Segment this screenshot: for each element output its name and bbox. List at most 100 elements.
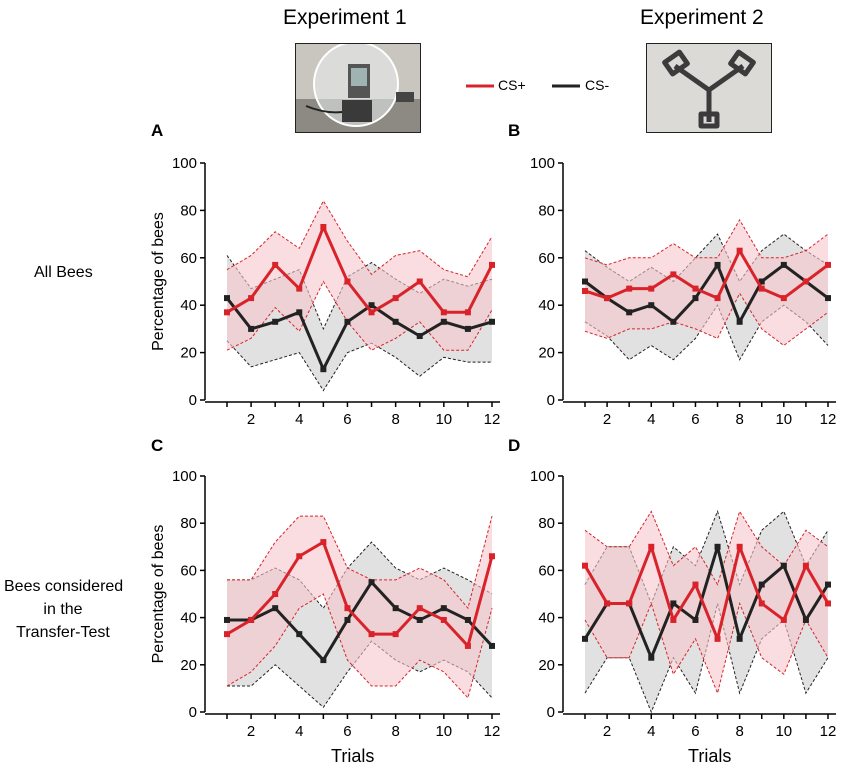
- panel-c-cs-minus-point: [489, 642, 495, 649]
- panel-a-cs-plus-line: [226, 225, 494, 314]
- legend-cs-minus-label: CS-: [585, 77, 610, 93]
- panel-a-cs-plus-point: [272, 261, 279, 268]
- panel-b-cs-plus-point: [692, 285, 699, 292]
- panel-d-x-tick-label: 12: [820, 723, 837, 740]
- panel-b-cs-plus-point: [780, 295, 787, 302]
- panel-letter-a: A: [151, 121, 164, 140]
- panel-c-cs-plus-point: [392, 631, 399, 638]
- panel-d-x-tick-label: 2: [603, 723, 611, 740]
- panel-d-x-tick-label: 4: [647, 723, 655, 740]
- panel-c-cs-plus-line: [226, 540, 494, 648]
- panel-b-y-tick-label: 100: [530, 155, 555, 172]
- panel-a-cs-plus-band-lower: [226, 280, 493, 351]
- panel-b-x-tick-label: 8: [735, 411, 743, 428]
- panel-c-cs-minus-point: [368, 579, 375, 586]
- panel-b-x-tick-label: 6: [691, 411, 699, 428]
- panel-a-cs-plus-point: [344, 278, 351, 285]
- panel-b-cs-plus-band-upper: [584, 218, 829, 266]
- panel-d-y-tick-label: 0: [547, 704, 555, 721]
- panel-a-cs-minus-point: [440, 318, 447, 325]
- x-axis-label-panel-c: Trials: [331, 746, 375, 766]
- panel-a-cs-plus-band-upper: [226, 199, 493, 278]
- panel-a-y-axis-label: Percentage of bees: [150, 212, 167, 351]
- panel-d-cs-minus-point: [714, 543, 721, 550]
- panel-c-cs-plus-point: [489, 553, 495, 560]
- panel-d-cs-minus-point: [780, 562, 787, 569]
- panel-a-cs-plus-band: [227, 200, 492, 351]
- panel-d-y-tick-label: 40: [538, 610, 555, 627]
- panel-c-cs-minus-point: [440, 605, 447, 612]
- experiment-2-photo: [646, 43, 772, 133]
- panel-a-cs-plus-point: [248, 295, 255, 302]
- panel-b-cs-plus-point: [714, 295, 721, 302]
- panel-d-cs-plus-point: [736, 543, 743, 550]
- row-label-transfer-line-2: in the: [43, 601, 83, 618]
- panel-a-cs-plus-point: [368, 309, 375, 316]
- panel-d-cs-plus-point: [648, 543, 655, 550]
- panel-b-cs-plus-point: [670, 271, 677, 278]
- experiment-2-title: Experiment 2: [640, 6, 764, 29]
- panel-d-cs-minus-point: [648, 654, 655, 661]
- panel-d-cs-plus-point: [802, 562, 809, 569]
- panel-c-x-tick-label: 12: [484, 723, 501, 740]
- panel-a-y-tick-label: 20: [180, 345, 197, 362]
- panel-b-cs-plus-point: [758, 285, 765, 292]
- panel-a-cs-minus-point: [344, 318, 351, 325]
- panel-c-cs-plus-point: [440, 616, 447, 623]
- panel-b-cs-plus-line: [584, 249, 829, 300]
- panel-a-x-tick-label: 6: [343, 411, 351, 428]
- panel-d-y-tick-label: 60: [538, 562, 555, 579]
- panel-b-y-tick-label: 0: [547, 392, 555, 409]
- panel-c-cs-minus-point: [344, 616, 351, 623]
- panel-c-cs-plus-band-upper: [227, 515, 493, 610]
- panel-a-cs-minus-point: [416, 333, 423, 340]
- panel-d-cs-minus-point: [825, 581, 831, 588]
- panel-d-x-tick-label: 10: [775, 723, 792, 740]
- panel-b-cs-minus-band-upper: [584, 233, 829, 283]
- panel-d-y-tick-label: 80: [538, 515, 555, 532]
- panel-a-cs-plus-point: [440, 309, 447, 316]
- panel-c-y-tick-label: 40: [180, 610, 197, 627]
- panel-letter-b: B: [508, 121, 521, 140]
- panel-c-cs-minus-point: [392, 605, 399, 612]
- panel-b-cs-minus-point: [648, 302, 655, 309]
- panel-a-x-tick-label: 2: [247, 411, 255, 428]
- panel-d-cs-plus-band: [585, 511, 828, 694]
- panel-c-cs-plus-point: [248, 616, 255, 623]
- panel-b-x-tick-label: 12: [820, 411, 837, 428]
- panel-a-cs-minus-band-lower: [226, 340, 492, 392]
- panel-d-cs-plus-point: [692, 581, 699, 588]
- row-label-transfer-line-3: Transfer-Test: [16, 624, 110, 641]
- panel-b-y-tick-label: 20: [538, 345, 555, 362]
- legend-cs-plus-label: CS+: [498, 77, 526, 93]
- panel-b-cs-minus-point: [670, 318, 677, 325]
- panel-b-cs-plus-point: [604, 295, 611, 302]
- panel-d-cs-plus-point: [825, 600, 831, 607]
- experiment-1-apparatus-illustration: [296, 44, 420, 132]
- panel-d-y-tick-label: 100: [530, 468, 555, 485]
- panel-d-cs-minus-point: [736, 635, 743, 642]
- panel-a-cs-plus-point: [320, 223, 327, 230]
- panel-c-cs-minus-line: [227, 580, 494, 662]
- x-axis-label-panel-d: Trials: [688, 746, 732, 766]
- panel-c-cs-plus-point: [272, 591, 279, 597]
- panel-b-cs-minus-point: [736, 318, 743, 325]
- panel-b-cs-minus-line: [584, 263, 829, 324]
- panel-a-cs-minus-point: [272, 318, 279, 325]
- panel-a-y-tick-label: 80: [180, 202, 197, 219]
- panel-b-cs-plus-point: [626, 285, 633, 292]
- panel-c-y-tick-label: 80: [180, 515, 197, 532]
- panel-d-cs-minus-point: [758, 581, 765, 588]
- panel-c-cs-plus-band: [227, 516, 492, 698]
- panel-c-y-axis-label: Percentage of bees: [150, 525, 167, 664]
- panel-b-cs-plus-point: [736, 247, 743, 254]
- panel-a-cs-plus-point: [489, 261, 495, 268]
- panel-a-cs-minus-point: [320, 366, 327, 373]
- panel-d-cs-plus-point: [670, 616, 677, 623]
- panel-a-x-tick-label: 8: [391, 411, 399, 428]
- panel-c-x-tick-label: 2: [247, 723, 255, 740]
- panel-d-cs-minus-point: [582, 635, 588, 642]
- panel-d-cs-plus-point: [780, 616, 787, 623]
- panel-c-cs-minus-point: [272, 605, 279, 612]
- panel-c-y-tick-label: 0: [189, 704, 197, 721]
